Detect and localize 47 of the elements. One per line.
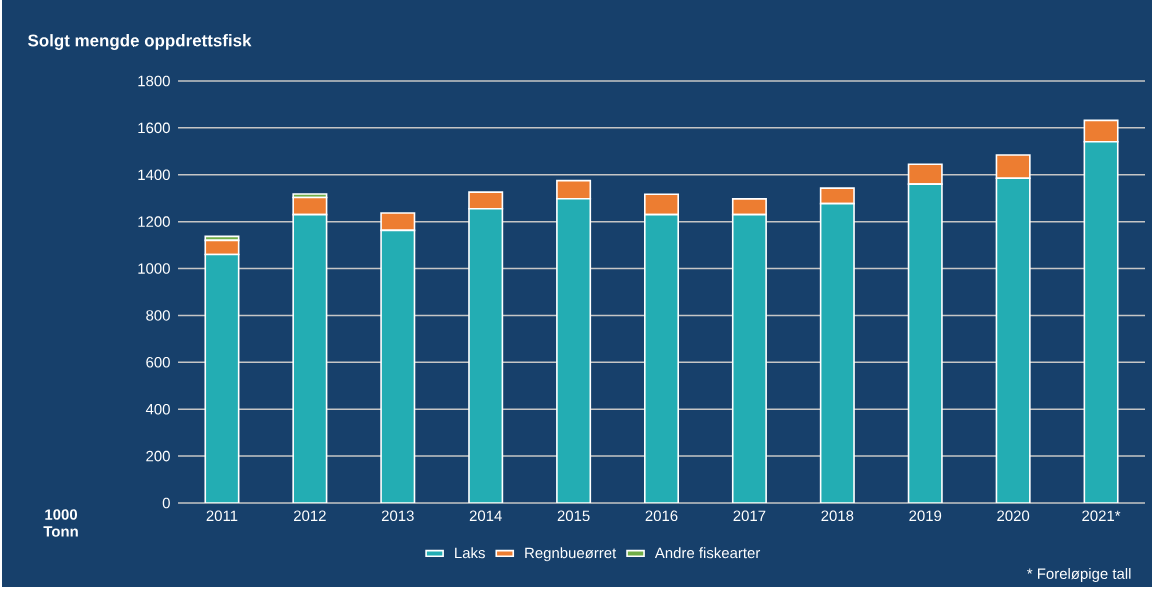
bar bbox=[292, 196, 328, 216]
bar bbox=[556, 179, 592, 200]
bar bbox=[995, 177, 1031, 503]
y-tick-label: 1200 bbox=[138, 216, 170, 227]
bar bbox=[731, 198, 767, 216]
x-tick-label: 2016 bbox=[645, 510, 678, 522]
x-tick-label: 2015 bbox=[557, 510, 590, 522]
y-tick-label: 200 bbox=[146, 450, 170, 462]
bar bbox=[556, 197, 592, 503]
bar bbox=[468, 191, 504, 210]
bar bbox=[468, 207, 504, 503]
x-tick-label: 2014 bbox=[469, 510, 502, 522]
chart-title: Solgt mengde oppdrettsfisk bbox=[28, 34, 252, 50]
text: * Foreløpige tall bbox=[1027, 568, 1131, 582]
y-tick-label: 800 bbox=[146, 310, 170, 321]
bar bbox=[380, 229, 416, 503]
x-tick-label: 2013 bbox=[381, 510, 414, 522]
y-tick-label: 1400 bbox=[138, 169, 170, 181]
x-tick-label: 2020 bbox=[997, 510, 1030, 522]
bar bbox=[907, 183, 943, 503]
y-tick-label: 400 bbox=[145, 403, 170, 415]
x-tick-label: 2018 bbox=[821, 510, 854, 522]
y-axis-title: 1000 Tonn bbox=[43, 509, 78, 537]
x-tick-label: 2021* bbox=[1082, 510, 1121, 522]
y-tick-label: 0 bbox=[162, 497, 170, 509]
y-tick-label: 600 bbox=[146, 357, 170, 368]
bar bbox=[907, 163, 943, 185]
bar bbox=[1083, 140, 1119, 503]
legend-label: Regnbueørret bbox=[525, 547, 617, 562]
bar bbox=[644, 213, 680, 503]
bar bbox=[995, 154, 1031, 180]
bar bbox=[731, 213, 767, 503]
y-tick-label: 1600 bbox=[138, 122, 170, 134]
bar bbox=[380, 212, 416, 232]
legend-label: Laks bbox=[455, 547, 485, 559]
bar bbox=[204, 253, 240, 503]
bar bbox=[292, 213, 328, 503]
x-tick-label: 2012 bbox=[294, 510, 326, 522]
bar bbox=[819, 187, 855, 205]
bar bbox=[644, 193, 680, 216]
bar bbox=[819, 202, 855, 503]
x-tick-label: 2011 bbox=[206, 510, 238, 522]
legend-label: Andre fiskearter bbox=[654, 547, 761, 559]
x-tick-label: 2017 bbox=[733, 510, 766, 522]
x-tick-label: 2019 bbox=[909, 510, 942, 522]
y-tick-label: 1800 bbox=[138, 75, 170, 87]
y-tick-label: 1000 bbox=[138, 263, 170, 274]
